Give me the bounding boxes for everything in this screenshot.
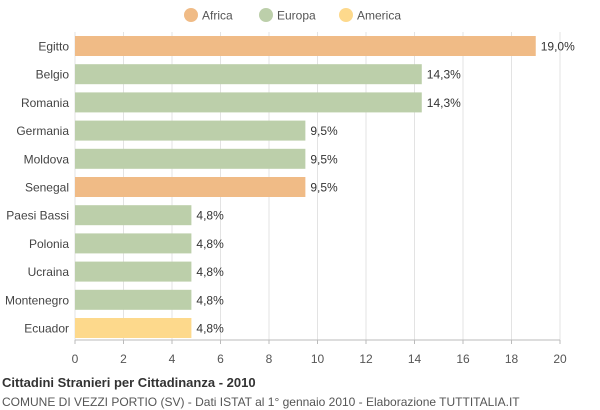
legend-swatch-europa bbox=[259, 8, 273, 22]
value-label-polonia: 4,8% bbox=[196, 237, 224, 251]
category-label-montenegro: Montenegro bbox=[5, 293, 69, 307]
x-tick-label-14: 14 bbox=[408, 352, 422, 366]
value-label-senegal: 9,5% bbox=[310, 181, 338, 195]
x-tick-label-2: 2 bbox=[120, 352, 127, 366]
value-label-paesi-bassi: 4,8% bbox=[196, 209, 224, 223]
legend-label-europa: Europa bbox=[277, 9, 316, 23]
bar-moldova bbox=[75, 148, 306, 169]
x-axis: 0 2 4 6 8 10 12 14 16 18 20 bbox=[72, 339, 567, 366]
value-label-belgio: 14,3% bbox=[427, 68, 461, 82]
category-label-moldova: Moldova bbox=[24, 152, 70, 166]
x-tick-label-16: 16 bbox=[456, 352, 470, 366]
bar-romania bbox=[75, 92, 422, 113]
chart-subtitle: COMUNE DI VEZZI PORTIO (SV) - Dati ISTAT… bbox=[2, 395, 520, 409]
legend-label-africa: Africa bbox=[202, 9, 233, 23]
bar-paesi-bassi bbox=[75, 205, 192, 226]
x-tick-label-6: 6 bbox=[217, 352, 224, 366]
legend-label-america: America bbox=[357, 9, 401, 23]
x-tick-label-12: 12 bbox=[359, 352, 373, 366]
bar-germania bbox=[75, 120, 306, 141]
value-label-ecuador: 4,8% bbox=[196, 322, 224, 336]
x-tick-label-18: 18 bbox=[505, 352, 519, 366]
category-label-paesi-bassi: Paesi Bassi bbox=[6, 209, 69, 223]
x-tick-label-10: 10 bbox=[311, 352, 325, 366]
legend-swatch-africa bbox=[184, 8, 198, 22]
bar-egitto bbox=[75, 36, 536, 56]
category-label-ucraina: Ucraina bbox=[28, 265, 70, 279]
category-label-romania: Romania bbox=[21, 96, 69, 110]
category-label-ecuador: Ecuador bbox=[24, 322, 69, 336]
category-label-egitto: Egitto bbox=[38, 40, 69, 54]
value-label-moldova: 9,5% bbox=[310, 152, 338, 166]
category-label-belgio: Belgio bbox=[36, 68, 70, 82]
value-label-germania: 9,5% bbox=[310, 124, 338, 138]
bars: Egitto 19,0% Belgio 14,3% Romania 14,3% German… bbox=[5, 36, 575, 338]
bar-chart: Africa Europa America Egitto 19,0% Belgio 14,… bbox=[5, 8, 575, 366]
bar-montenegro bbox=[75, 289, 192, 310]
legend-swatch-america bbox=[339, 8, 353, 22]
x-tick-label-0: 0 bbox=[72, 352, 79, 366]
value-label-ucraina: 4,8% bbox=[196, 265, 224, 279]
category-label-germania: Germania bbox=[16, 124, 69, 138]
x-tick-label-8: 8 bbox=[266, 352, 273, 366]
legend: Africa Europa America bbox=[184, 8, 401, 23]
bar-polonia bbox=[75, 233, 192, 254]
x-tick-label-4: 4 bbox=[169, 352, 176, 366]
category-label-senegal: Senegal bbox=[25, 181, 69, 195]
bar-ucraina bbox=[75, 261, 192, 282]
value-label-romania: 14,3% bbox=[427, 96, 461, 110]
chart-title: Cittadini Stranieri per Cittadinanza - 2… bbox=[2, 375, 256, 390]
category-label-polonia: Polonia bbox=[29, 237, 69, 251]
bar-senegal bbox=[75, 177, 306, 197]
value-label-montenegro: 4,8% bbox=[196, 293, 224, 307]
bar-ecuador bbox=[75, 318, 192, 338]
x-tick-label-20: 20 bbox=[553, 352, 567, 366]
bar-belgio bbox=[75, 64, 422, 85]
value-label-egitto: 19,0% bbox=[541, 40, 575, 54]
